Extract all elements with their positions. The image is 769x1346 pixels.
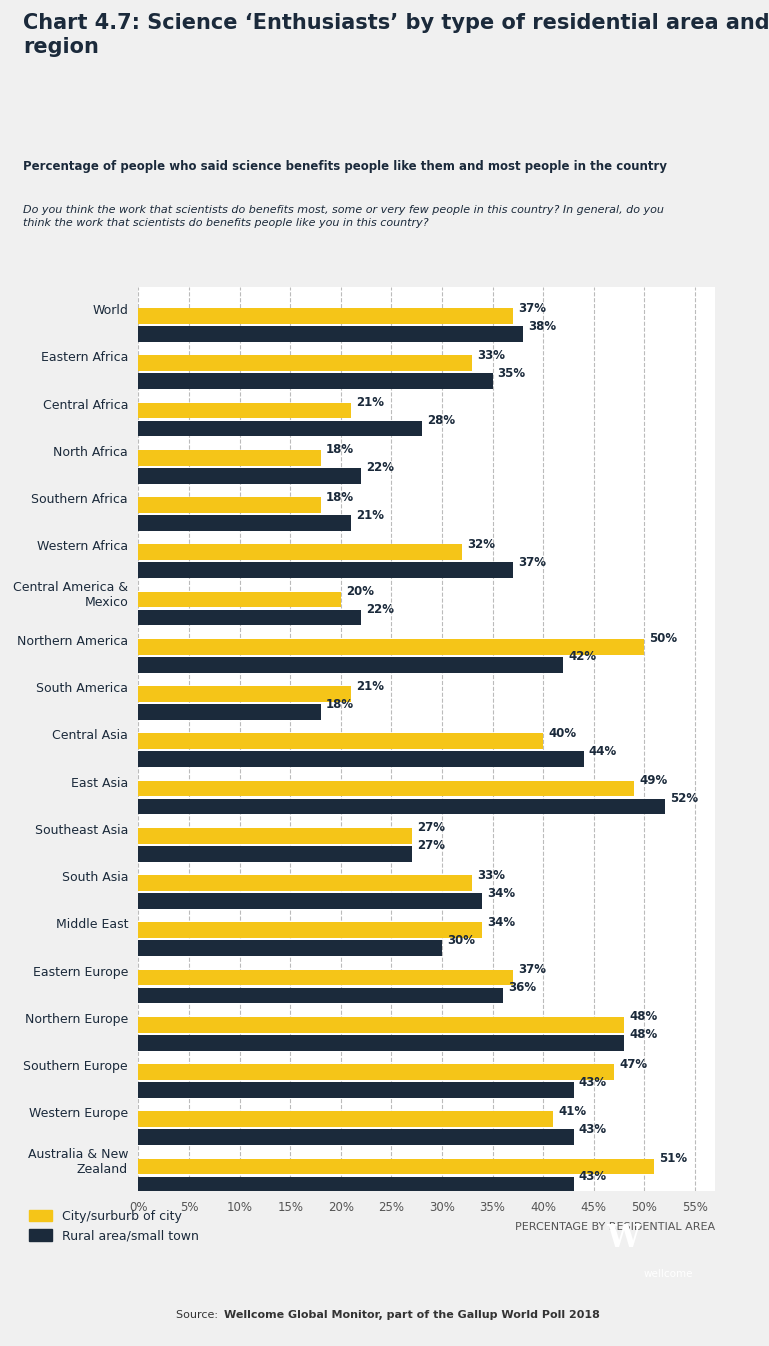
Bar xyxy=(138,798,664,814)
Bar xyxy=(138,592,341,607)
Text: 21%: 21% xyxy=(356,509,384,522)
Text: 37%: 37% xyxy=(518,556,546,569)
Text: 30%: 30% xyxy=(447,934,475,946)
Bar xyxy=(138,497,321,513)
Bar xyxy=(138,355,472,371)
Text: 28%: 28% xyxy=(427,415,455,427)
Bar xyxy=(138,734,543,750)
Bar xyxy=(138,563,513,577)
Bar xyxy=(138,544,462,560)
Text: 27%: 27% xyxy=(417,821,444,835)
Bar xyxy=(138,373,493,389)
Text: 43%: 43% xyxy=(578,1170,607,1183)
Bar xyxy=(138,468,361,483)
Bar xyxy=(138,922,482,938)
Text: 43%: 43% xyxy=(578,1123,607,1136)
Text: 40%: 40% xyxy=(548,727,576,740)
Text: 44%: 44% xyxy=(589,744,617,758)
Text: 20%: 20% xyxy=(346,586,374,598)
Bar xyxy=(138,420,421,436)
Bar xyxy=(138,781,634,797)
Text: 18%: 18% xyxy=(325,490,354,503)
Bar xyxy=(138,1082,574,1098)
Bar xyxy=(138,1016,624,1032)
Text: 48%: 48% xyxy=(629,1028,657,1042)
Bar xyxy=(138,941,442,956)
Text: 43%: 43% xyxy=(578,1075,607,1089)
Text: 42%: 42% xyxy=(568,650,597,664)
Bar xyxy=(138,751,584,767)
Text: 32%: 32% xyxy=(468,538,495,551)
Text: 35%: 35% xyxy=(498,367,526,380)
Bar xyxy=(138,308,513,324)
Text: Wellcome Global Monitor, part of the Gallup World Poll 2018: Wellcome Global Monitor, part of the Gal… xyxy=(224,1310,600,1320)
Text: 38%: 38% xyxy=(528,319,556,332)
Bar xyxy=(138,1065,614,1079)
Bar xyxy=(138,988,503,1003)
Text: 33%: 33% xyxy=(478,349,505,362)
Legend: City/surburb of city, Rural area/small town: City/surburb of city, Rural area/small t… xyxy=(29,1210,198,1242)
Text: 36%: 36% xyxy=(508,981,536,995)
Bar xyxy=(138,1112,553,1127)
Text: 52%: 52% xyxy=(670,791,697,805)
Text: 22%: 22% xyxy=(366,603,394,616)
Text: wellcome: wellcome xyxy=(644,1268,693,1279)
Text: 51%: 51% xyxy=(660,1152,687,1166)
Text: 21%: 21% xyxy=(356,396,384,409)
Bar xyxy=(138,845,411,861)
Bar xyxy=(138,516,351,530)
Text: Source:: Source: xyxy=(176,1310,221,1320)
Bar xyxy=(138,894,482,909)
Bar xyxy=(138,610,361,626)
Bar xyxy=(138,828,411,844)
Bar xyxy=(138,450,321,466)
Text: Do you think the work that scientists do benefits most, some or very few people : Do you think the work that scientists do… xyxy=(23,205,664,227)
Bar xyxy=(138,1035,624,1051)
Bar xyxy=(138,1129,574,1145)
Text: 49%: 49% xyxy=(639,774,667,787)
Bar xyxy=(138,1159,654,1174)
Bar xyxy=(138,639,644,654)
Text: 33%: 33% xyxy=(478,868,505,882)
Bar xyxy=(138,657,564,673)
Text: Chart 4.7: Science ‘Enthusiasts’ by type of residential area and
region: Chart 4.7: Science ‘Enthusiasts’ by type… xyxy=(23,13,769,58)
Text: 34%: 34% xyxy=(488,887,516,899)
Bar xyxy=(138,326,523,342)
Text: 34%: 34% xyxy=(488,915,516,929)
Text: 27%: 27% xyxy=(417,840,444,852)
Text: 22%: 22% xyxy=(366,462,394,474)
Text: 18%: 18% xyxy=(325,443,354,456)
X-axis label: PERCENTAGE BY RESIDENTIAL AREA: PERCENTAGE BY RESIDENTIAL AREA xyxy=(515,1222,715,1233)
Bar xyxy=(138,704,321,720)
Text: W: W xyxy=(607,1224,641,1254)
Bar xyxy=(138,686,351,701)
Text: 37%: 37% xyxy=(518,964,546,976)
Bar xyxy=(138,969,513,985)
Text: 50%: 50% xyxy=(649,633,677,645)
Text: 41%: 41% xyxy=(558,1105,587,1117)
Bar xyxy=(138,402,351,419)
Bar xyxy=(138,1176,574,1193)
Bar xyxy=(138,875,472,891)
Text: Percentage of people who said science benefits people like them and most people : Percentage of people who said science be… xyxy=(23,160,667,174)
Text: 47%: 47% xyxy=(619,1058,647,1070)
Text: 48%: 48% xyxy=(629,1011,657,1023)
Text: 18%: 18% xyxy=(325,697,354,711)
Text: 37%: 37% xyxy=(518,302,546,315)
Text: 21%: 21% xyxy=(356,680,384,693)
